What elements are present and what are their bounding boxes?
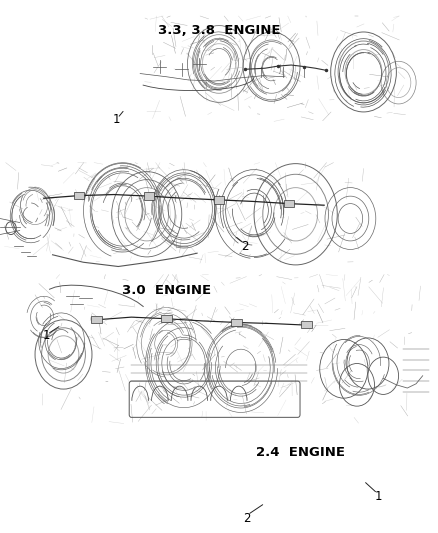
- Text: 1: 1: [112, 114, 120, 126]
- Text: 3.3, 3.8  ENGINE: 3.3, 3.8 ENGINE: [158, 24, 280, 37]
- Text: 1: 1: [42, 329, 50, 342]
- Text: 1: 1: [375, 490, 383, 503]
- Bar: [91, 316, 102, 323]
- Text: 2.4  ENGINE: 2.4 ENGINE: [255, 446, 345, 459]
- Bar: [284, 200, 294, 207]
- Bar: [144, 192, 154, 200]
- Bar: [231, 319, 242, 326]
- Bar: [74, 192, 84, 199]
- Bar: [214, 196, 224, 204]
- Bar: [161, 315, 172, 322]
- Text: 2: 2: [243, 512, 251, 524]
- Text: 2: 2: [240, 240, 248, 253]
- Bar: [301, 321, 312, 328]
- Text: 3.0  ENGINE: 3.0 ENGINE: [122, 284, 211, 296]
